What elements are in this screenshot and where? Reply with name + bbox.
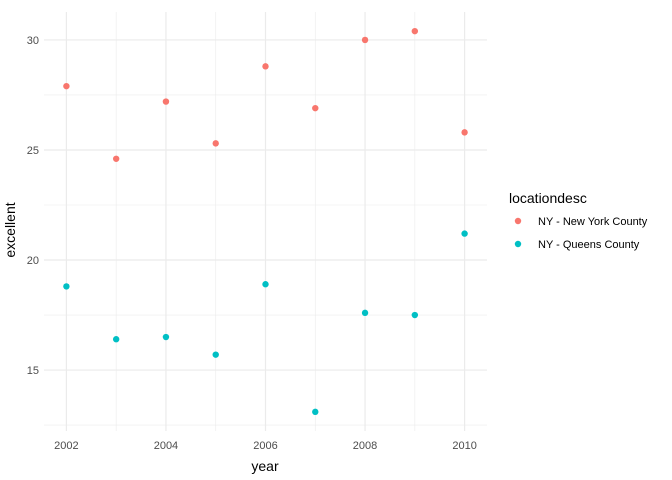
x-tick-label: 2008	[353, 440, 377, 452]
legend-label: NY - Queens County	[538, 239, 640, 251]
x-tick-label: 2010	[452, 440, 476, 452]
data-point	[411, 311, 419, 319]
data-point	[411, 27, 419, 35]
data-point	[212, 140, 219, 147]
data-point	[112, 155, 120, 162]
x-axis-tick-labels: 2002 2004 2006 2008 2010	[54, 440, 477, 452]
x-tick-label: 2004	[154, 440, 178, 452]
data-point	[212, 351, 219, 358]
data-point	[63, 82, 70, 90]
data-point	[461, 129, 468, 136]
data-point	[312, 408, 319, 416]
data-point	[312, 104, 319, 112]
y-axis-title: excellent	[2, 202, 18, 257]
legend-key	[514, 217, 522, 225]
legend: locationdesc NY - New York County NY - Qu…	[509, 190, 648, 251]
data-point	[361, 309, 369, 317]
legend-title: locationdesc	[509, 190, 587, 206]
legend-label: NY - New York County	[538, 216, 648, 228]
y-tick-label: 15	[27, 365, 39, 377]
data-point	[63, 283, 70, 290]
x-tick-label: 2006	[253, 440, 277, 452]
data-point	[461, 230, 468, 237]
data-point	[162, 98, 170, 105]
y-tick-label: 25	[27, 145, 39, 157]
y-tick-label: 30	[27, 35, 39, 47]
data-point	[262, 63, 269, 70]
x-tick-label: 2002	[54, 440, 78, 452]
data-point	[112, 336, 120, 343]
data-point	[262, 281, 269, 288]
data-points	[63, 27, 468, 416]
major-gridlines	[44, 12, 487, 431]
y-tick-label: 20	[27, 255, 39, 267]
x-axis-title: year	[251, 458, 279, 474]
y-axis-tick-labels: 15 20 25 30	[27, 35, 39, 377]
data-point	[361, 36, 369, 44]
legend-key	[514, 240, 522, 248]
data-point	[162, 333, 170, 341]
